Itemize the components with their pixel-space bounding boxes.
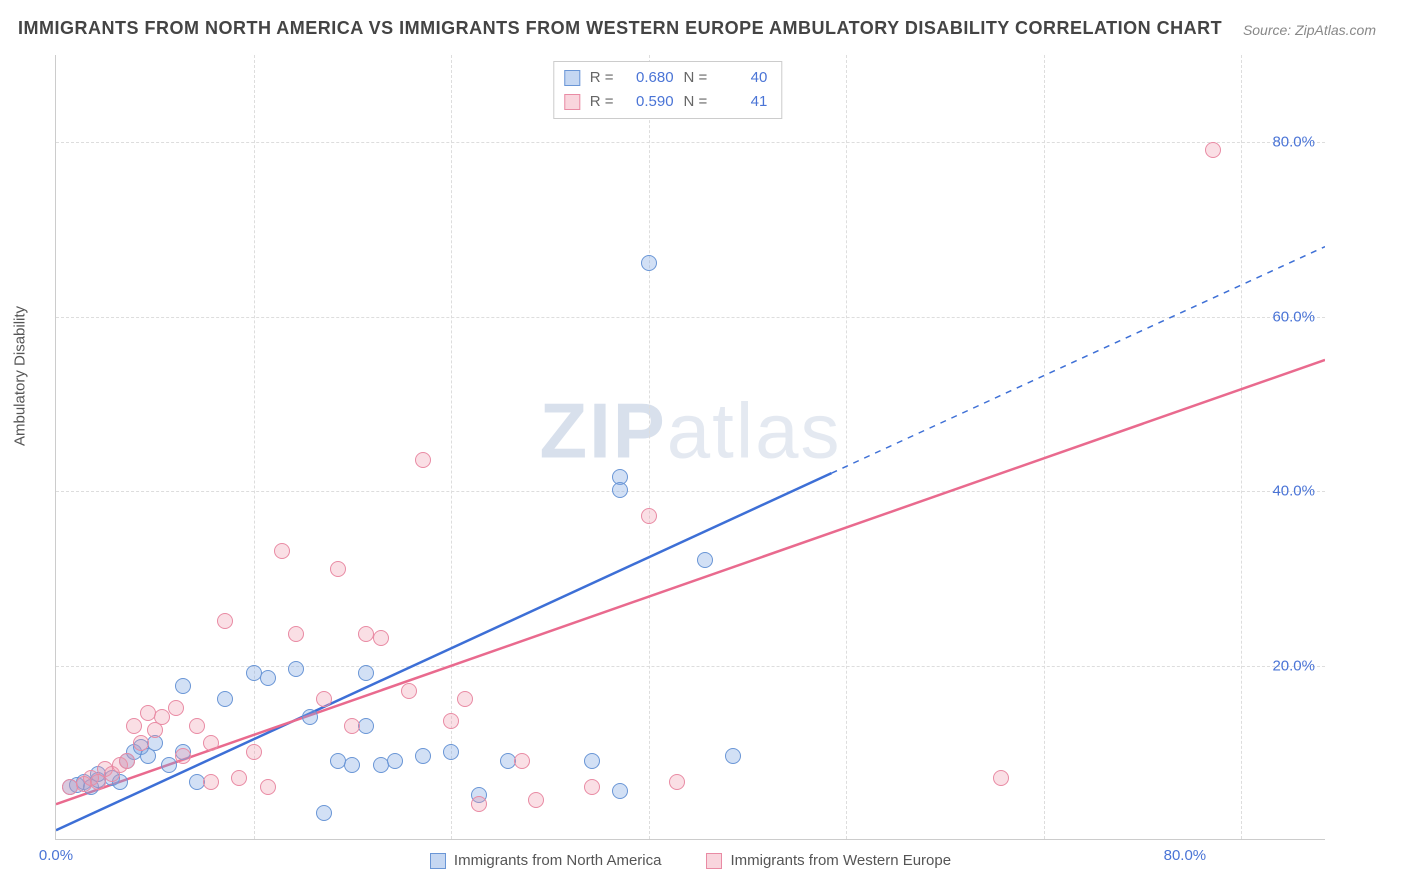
data-point [175, 748, 191, 764]
data-point [217, 613, 233, 629]
trend-lines [56, 55, 1325, 839]
gridline-v [1044, 55, 1045, 839]
data-point [584, 779, 600, 795]
gridline-h [56, 666, 1325, 667]
data-point [584, 753, 600, 769]
data-point [119, 753, 135, 769]
swatch-icon [430, 853, 446, 869]
gridline-v [254, 55, 255, 839]
data-point [344, 757, 360, 773]
data-point [373, 630, 389, 646]
source-attribution: Source: ZipAtlas.com [1243, 22, 1376, 38]
data-point [260, 670, 276, 686]
data-point [288, 626, 304, 642]
swatch-icon [564, 70, 580, 86]
legend-item-we: Immigrants from Western Europe [706, 852, 951, 869]
y-tick-label: 60.0% [1272, 308, 1315, 325]
swatch-icon [706, 853, 722, 869]
data-point [415, 452, 431, 468]
data-point [231, 770, 247, 786]
data-point [260, 779, 276, 795]
data-point [316, 805, 332, 821]
data-point [443, 744, 459, 760]
gridline-v [846, 55, 847, 839]
y-axis-label: Ambulatory Disability [12, 306, 29, 446]
data-point [302, 709, 318, 725]
correlation-legend: R = 0.680 N = 40 R = 0.590 N = 41 [553, 61, 783, 119]
data-point [288, 661, 304, 677]
data-point [175, 678, 191, 694]
data-point [471, 796, 487, 812]
data-point [514, 753, 530, 769]
data-point [415, 748, 431, 764]
data-point [1205, 142, 1221, 158]
data-point [246, 744, 262, 760]
data-point [612, 482, 628, 498]
data-point [316, 691, 332, 707]
gridline-h [56, 317, 1325, 318]
data-point [189, 718, 205, 734]
data-point [641, 255, 657, 271]
gridline-h [56, 491, 1325, 492]
data-point [358, 665, 374, 681]
gridline-h [56, 142, 1325, 143]
data-point [641, 508, 657, 524]
watermark-text: ZIPatlas [539, 386, 841, 477]
data-point [528, 792, 544, 808]
data-point [161, 757, 177, 773]
data-point [401, 683, 417, 699]
data-point [612, 783, 628, 799]
data-point [358, 718, 374, 734]
data-point [203, 735, 219, 751]
data-point [697, 552, 713, 568]
legend-row-we: R = 0.590 N = 41 [564, 90, 768, 114]
data-point [274, 543, 290, 559]
y-tick-label: 80.0% [1272, 134, 1315, 151]
legend-row-na: R = 0.680 N = 40 [564, 66, 768, 90]
data-point [217, 691, 233, 707]
y-tick-label: 20.0% [1272, 657, 1315, 674]
data-point [133, 735, 149, 751]
scatter-plot-area: ZIPatlas R = 0.680 N = 40 R = 0.590 N = … [55, 55, 1325, 840]
gridline-v [1241, 55, 1242, 839]
data-point [669, 774, 685, 790]
data-point [725, 748, 741, 764]
swatch-icon [564, 94, 580, 110]
data-point [154, 709, 170, 725]
data-point [330, 561, 346, 577]
series-legend: Immigrants from North America Immigrants… [56, 852, 1325, 869]
gridline-v [649, 55, 650, 839]
chart-title: IMMIGRANTS FROM NORTH AMERICA VS IMMIGRA… [18, 18, 1222, 39]
data-point [168, 700, 184, 716]
data-point [443, 713, 459, 729]
legend-item-na: Immigrants from North America [430, 852, 662, 869]
data-point [126, 718, 142, 734]
data-point [344, 718, 360, 734]
data-point [387, 753, 403, 769]
y-tick-label: 40.0% [1272, 483, 1315, 500]
data-point [993, 770, 1009, 786]
data-point [203, 774, 219, 790]
data-point [457, 691, 473, 707]
